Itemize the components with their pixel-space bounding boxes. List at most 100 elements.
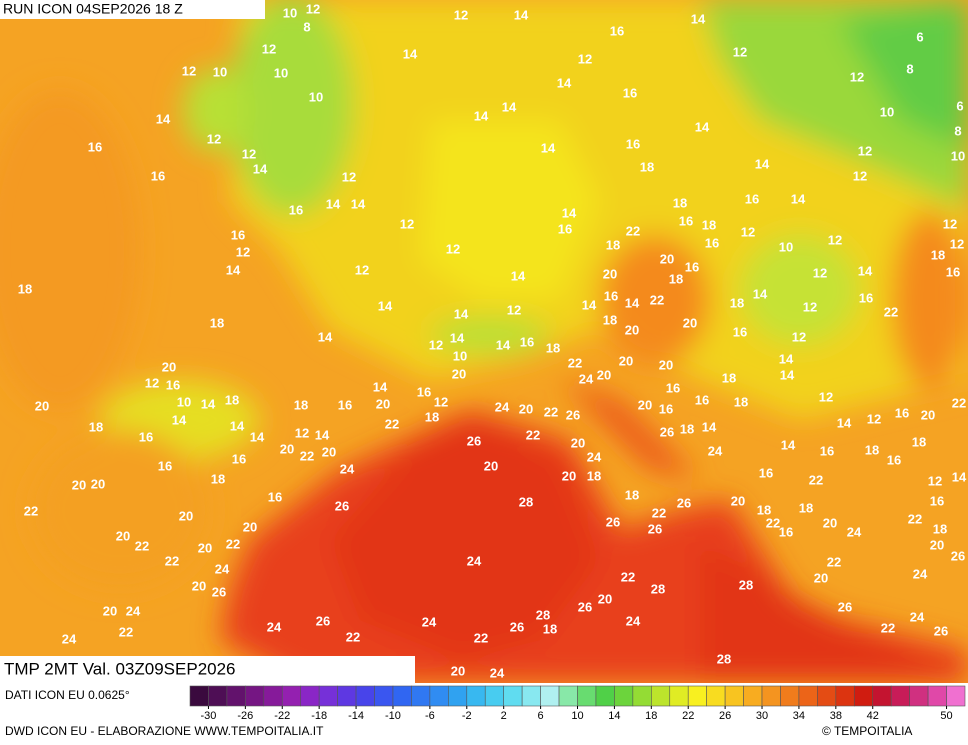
temperature-label: 20 xyxy=(116,528,130,543)
tick-label: -10 xyxy=(385,710,401,722)
temperature-label: 16 xyxy=(232,451,246,466)
temperature-label: 18 xyxy=(425,409,439,424)
color-box xyxy=(614,685,634,707)
temperature-label: 20 xyxy=(660,251,674,266)
temperature-label: 12 xyxy=(858,143,872,158)
temperature-label: 18 xyxy=(543,621,557,636)
color-box xyxy=(540,685,560,707)
logo: © TEMPOITALIA xyxy=(822,724,912,738)
temperature-label: 18 xyxy=(294,397,308,412)
temperature-label: 14 xyxy=(230,418,245,433)
temperature-label: 14 xyxy=(502,99,517,114)
color-box xyxy=(853,685,874,707)
colorbar: -30 -26 -22 -18 -14 -10 -6 -2 2 6 10 14 18 22 26 30 34 38… xyxy=(189,685,966,722)
temperature-label: 16 xyxy=(610,23,624,38)
temperature-label: 24 xyxy=(626,613,641,628)
temperature-label: 18 xyxy=(669,271,683,286)
temperature-label: 12 xyxy=(355,262,369,277)
temperature-label: 20 xyxy=(619,353,633,368)
temperature-label: 10 xyxy=(309,89,323,104)
tick-label: -26 xyxy=(237,710,253,722)
temperature-field xyxy=(0,0,968,683)
temperature-label: 16 xyxy=(88,139,102,154)
temperature-label: 20 xyxy=(91,476,105,491)
temperature-label: 20 xyxy=(192,578,206,593)
temperature-label: 24 xyxy=(495,399,510,414)
temperature-label: 22 xyxy=(827,554,841,569)
temperature-label: 24 xyxy=(587,449,602,464)
temperature-label: 24 xyxy=(267,619,282,634)
temperature-label: 20 xyxy=(162,359,176,374)
temperature-label: 26 xyxy=(660,424,674,439)
temperature-label: 16 xyxy=(623,85,637,100)
temperature-label: 18 xyxy=(757,502,771,517)
temperature-label: 12 xyxy=(819,389,833,404)
temperature-label: 20 xyxy=(562,468,576,483)
temperature-label: 12 xyxy=(928,473,942,488)
temperature-label: 20 xyxy=(322,444,336,459)
temperature-label: 14 xyxy=(318,329,333,344)
temperature-label: 12 xyxy=(943,216,957,231)
temperature-label: 12 xyxy=(950,236,964,251)
temperature-label: 14 xyxy=(691,11,706,26)
temperature-label: 14 xyxy=(582,297,597,312)
temperature-label: 10 xyxy=(274,65,288,80)
temperature-label: 20 xyxy=(603,266,617,281)
temperature-label: 14 xyxy=(496,337,511,352)
temperature-label: 24 xyxy=(579,371,594,386)
temperature-label: 16 xyxy=(946,264,960,279)
color-box xyxy=(761,685,781,707)
temperature-label: 14 xyxy=(315,427,330,442)
temperature-label: 24 xyxy=(467,553,482,568)
temperature-label: 16 xyxy=(930,493,944,508)
temperature-label: 20 xyxy=(103,603,117,618)
temperature-label: 24 xyxy=(62,631,77,646)
temperature-label: 14 xyxy=(514,7,529,22)
temperature-label: 18 xyxy=(933,521,947,536)
temperature-label: 16 xyxy=(268,489,282,504)
temperature-label: 18 xyxy=(799,500,813,515)
color-box xyxy=(595,685,615,707)
temperature-label: 10 xyxy=(779,239,793,254)
temperature-label: 14 xyxy=(326,196,341,211)
color-box xyxy=(909,685,929,707)
temperature-label: 10 xyxy=(951,148,965,163)
temperature-label: 8 xyxy=(303,19,310,34)
temperature-label: 12 xyxy=(813,265,827,280)
footer-box xyxy=(0,656,415,683)
color-box xyxy=(429,685,449,707)
temperature-label: 16 xyxy=(338,397,352,412)
tick-label: -22 xyxy=(274,710,290,722)
temperature-label: 22 xyxy=(346,629,360,644)
temperature-label: 18 xyxy=(702,217,716,232)
color-box xyxy=(780,685,800,707)
temperature-label: 26 xyxy=(335,498,349,513)
temperature-label: 12 xyxy=(262,41,276,56)
temperature-label: 18 xyxy=(722,370,736,385)
temperature-label: 20 xyxy=(179,508,193,523)
temperature-label: 12 xyxy=(850,69,864,84)
temperature-label: 22 xyxy=(809,472,823,487)
temperature-label: 28 xyxy=(519,494,533,509)
temperature-label: 24 xyxy=(913,566,928,581)
temperature-label: 14 xyxy=(351,196,366,211)
temperature-label: 12 xyxy=(400,216,414,231)
temperature-label: 12 xyxy=(342,169,356,184)
temperature-label: 20 xyxy=(814,570,828,585)
temperature-label: 16 xyxy=(166,377,180,392)
data-source: DATI ICON EU 0.0625° xyxy=(5,688,130,702)
temperature-label: 24 xyxy=(126,603,141,618)
temperature-label: 14 xyxy=(781,437,796,452)
temperature-label: 12 xyxy=(434,394,448,409)
temperature-label: 14 xyxy=(779,351,794,366)
temperature-label: 12 xyxy=(207,131,221,146)
temperature-label: 28 xyxy=(739,577,753,592)
tick-label: 34 xyxy=(793,710,805,722)
color-box xyxy=(743,685,763,707)
color-box xyxy=(798,685,818,707)
temperature-label: 8 xyxy=(906,61,913,76)
temperature-label: 20 xyxy=(452,366,466,381)
tick-label: 26 xyxy=(719,710,731,722)
temperature-label: 18 xyxy=(734,394,748,409)
